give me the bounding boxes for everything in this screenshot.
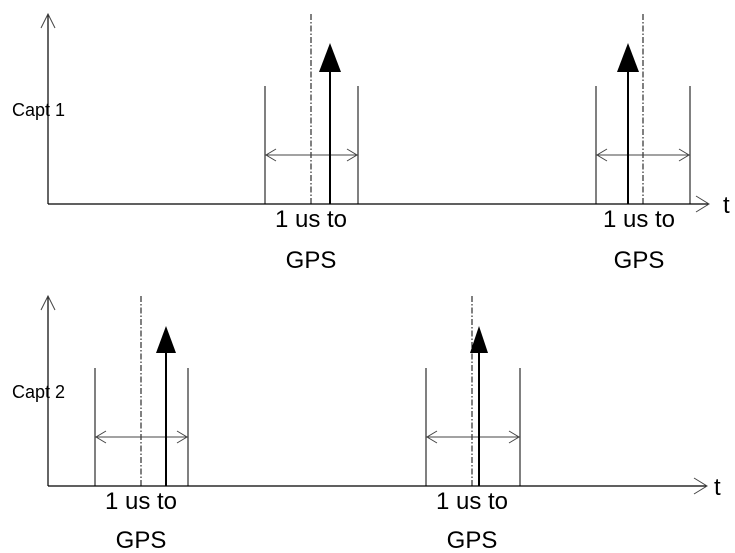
window-label-line2: GPS xyxy=(614,247,665,274)
capture-pulse-arrowhead xyxy=(319,43,341,72)
range-arrowhead-left xyxy=(95,430,107,444)
time-axis-arrowhead xyxy=(693,477,708,495)
window-label-line2: GPS xyxy=(447,527,498,553)
capture-row-1: t Capt 1 1 us to GPS 1 us to GPS xyxy=(12,12,730,274)
capture-pulse-arrowhead xyxy=(156,326,176,353)
gps-window-2: 1 us to GPS xyxy=(595,14,691,274)
time-axis-label: t xyxy=(723,192,730,219)
window-label-line2: GPS xyxy=(286,247,337,274)
y-axis-arrowhead xyxy=(40,12,56,29)
capture-pulse-arrowhead xyxy=(470,326,488,353)
time-axis-label: t xyxy=(714,474,721,501)
y-axis-arrowhead xyxy=(40,294,56,311)
gps-window-1: 1 us to GPS xyxy=(264,14,359,274)
window-label-line1: 1 us to xyxy=(105,488,177,515)
range-arrowhead-left xyxy=(596,148,608,162)
channel-label: Capt 2 xyxy=(12,382,65,402)
range-arrowhead-left xyxy=(265,148,277,162)
capture-pulse-arrowhead xyxy=(617,43,639,72)
gps-window-1: 1 us to GPS xyxy=(94,296,189,553)
window-label-line1: 1 us to xyxy=(603,206,675,233)
capture-row-2: t Capt 2 1 us to GPS 1 us to GPS xyxy=(12,294,721,553)
channel-label: Capt 1 xyxy=(12,100,65,120)
window-label-line1: 1 us to xyxy=(436,488,508,515)
range-arrowhead-right xyxy=(508,430,520,444)
range-arrowhead-left xyxy=(426,430,438,444)
gps-window-2: 1 us to GPS xyxy=(425,296,521,553)
range-arrowhead-right xyxy=(346,148,358,162)
window-label-line1: 1 us to xyxy=(275,206,347,233)
time-axis-arrowhead xyxy=(695,195,710,213)
window-label-line2: GPS xyxy=(116,527,167,553)
range-arrowhead-right xyxy=(176,430,188,444)
range-arrowhead-right xyxy=(678,148,690,162)
